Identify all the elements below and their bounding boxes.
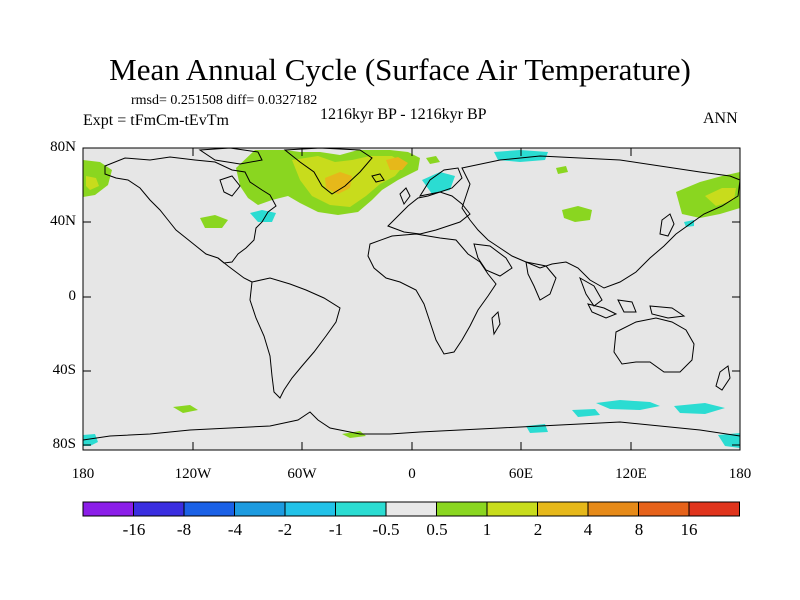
patch-neasia-yellow — [705, 188, 736, 206]
coast-arabia — [473, 243, 513, 277]
colorbar-box — [436, 501, 488, 517]
coast-hudson-bay — [219, 175, 241, 197]
patch-antarctic-cyan-west — [83, 434, 98, 446]
coast-australia — [613, 317, 695, 373]
colorbar-box — [284, 501, 336, 517]
coast-iceland — [371, 173, 385, 183]
map-background — [83, 148, 740, 450]
colorbar-label: -4 — [227, 520, 243, 539]
colorbar-label: 0.5 — [426, 520, 448, 539]
lon-label: 180 — [728, 466, 752, 482]
patch-arctic-green — [426, 156, 440, 164]
patch-us-green — [200, 215, 228, 228]
coast-se-asia — [579, 276, 603, 307]
axis-ticks — [82, 147, 741, 450]
lat-label: 0 — [68, 288, 77, 304]
colorbar-label: 16 — [680, 520, 698, 539]
colorbar-box — [183, 501, 235, 517]
coast-indonesia-2 — [617, 299, 637, 313]
patch-canada-orange — [325, 172, 352, 194]
coast-central-america — [217, 257, 253, 283]
patch-eastcoast-cyan — [250, 210, 276, 222]
colorbar-box — [486, 501, 538, 517]
stats-readout: rmsd= 0.251508 diff= 0.0327182 — [131, 93, 318, 108]
experiment-label: Expt = tFmCm-tEvTm — [83, 112, 229, 129]
coast-greenland — [283, 147, 373, 195]
patch-so-cyan-2 — [572, 409, 600, 417]
colorbar-box — [234, 501, 286, 517]
coast-madagascar — [491, 310, 501, 336]
patch-antarctic-cyan-east — [718, 433, 740, 448]
patch-antarctic-green — [342, 431, 366, 438]
colorbar-box — [537, 501, 589, 517]
colorbar-box — [688, 501, 740, 517]
coast-indonesia-1 — [587, 303, 618, 319]
patch-greenland-orange — [386, 157, 408, 170]
coast-new-guinea — [649, 305, 686, 319]
lon-label: 120W — [174, 466, 212, 482]
patch-arctic-green-2 — [556, 166, 568, 174]
coast-antarctica — [82, 411, 741, 441]
lat-label: 80N — [50, 139, 76, 155]
colorbar-box — [587, 501, 639, 517]
patch-alaska-yellow — [86, 176, 99, 190]
colorbar-box — [638, 501, 690, 517]
lat-label: 40N — [50, 213, 76, 229]
colorbar-box — [133, 501, 185, 517]
colorbar-label: -1 — [328, 520, 344, 539]
colorbar-label: -0.5 — [372, 520, 400, 539]
coast-india — [525, 261, 557, 301]
patch-so-green — [173, 405, 198, 413]
coast-asia — [461, 155, 741, 289]
coast-scandinavia — [418, 167, 463, 197]
patch-so-cyan-3 — [674, 403, 725, 414]
season-label: ANN — [703, 110, 738, 127]
coast-south-america — [249, 277, 341, 399]
lat-label: 80S — [52, 436, 76, 452]
coast-new-zealand — [715, 365, 731, 391]
colorbar-label: 8 — [634, 520, 644, 539]
colorbar-box — [82, 501, 134, 517]
colorbar-box — [335, 501, 387, 517]
colorbar-label: 2 — [533, 520, 543, 539]
lon-label: 60E — [508, 466, 534, 482]
patch-neasia-cyan — [684, 220, 694, 227]
coastlines — [82, 147, 741, 441]
coast-japan — [659, 213, 675, 237]
colorbar-label: -2 — [277, 520, 293, 539]
colorbar-label: -8 — [176, 520, 192, 539]
coast-africa — [367, 233, 497, 355]
patch-asia-green — [562, 206, 592, 222]
patch-so-cyan-1 — [596, 400, 660, 410]
colorbar-box — [385, 501, 437, 517]
lon-label: 0 — [408, 466, 416, 482]
lat-label: 40S — [52, 362, 76, 378]
colorbar — [82, 501, 740, 517]
patch-scandinavia-cyan — [422, 172, 455, 194]
lon-label: 60W — [287, 466, 317, 482]
period-label: 1216kyr BP - 1216kyr BP — [320, 106, 487, 123]
lon-label: 180 — [71, 466, 95, 482]
lon-label: 120E — [615, 466, 647, 482]
colorbar-label: -16 — [122, 520, 146, 539]
map-title: Mean Annual Cycle (Surface Air Temperatu… — [109, 52, 691, 87]
coast-uk — [399, 187, 411, 206]
coast-north-america — [104, 156, 277, 264]
coast-europe — [387, 191, 471, 235]
colorbar-label: 4 — [583, 520, 593, 539]
colorbar-label: 1 — [482, 520, 492, 539]
